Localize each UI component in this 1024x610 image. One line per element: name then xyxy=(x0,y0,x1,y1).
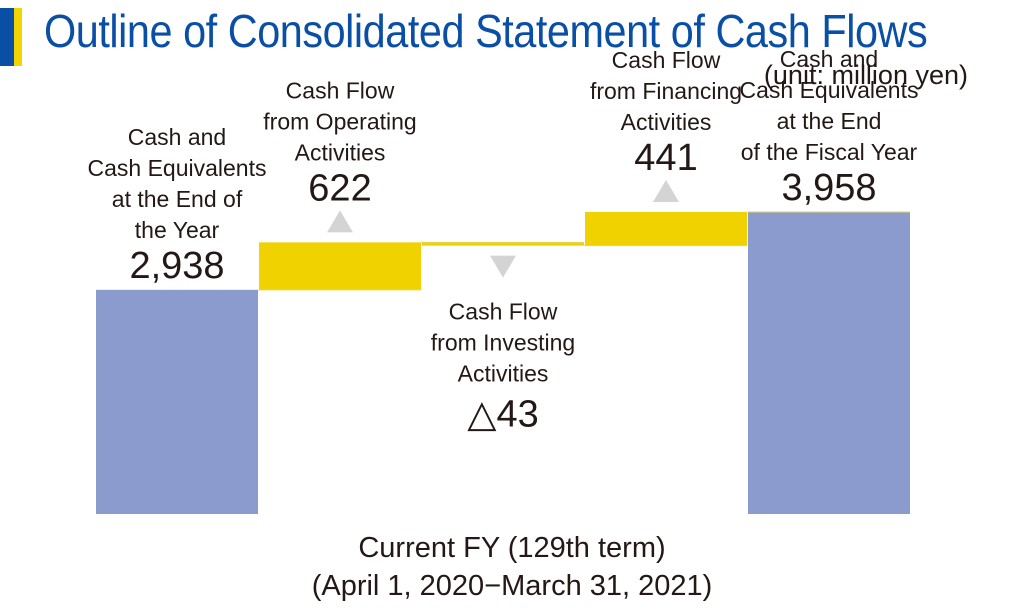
bar-label-line: from Investing xyxy=(431,330,575,356)
bar-label-line: Cash Flow xyxy=(286,77,395,103)
bar-label-line: Cash Equivalents xyxy=(740,77,919,103)
bar-label-line: Cash and xyxy=(780,46,878,72)
bar-label-line: of the Fiscal Year xyxy=(741,139,918,165)
bar-label-line: Cash and xyxy=(128,124,226,150)
bar-total-4 xyxy=(748,212,910,515)
page-title: Outline of Consolidated Statement of Cas… xyxy=(44,5,928,57)
bar-total-0 xyxy=(96,289,258,514)
unit-label: (unit: million yen) xyxy=(763,60,968,90)
bar-label-line: from Financing xyxy=(590,78,742,104)
period-dates: (April 1, 2020−March 31, 2021) xyxy=(311,570,713,602)
bar-label-line: Activities xyxy=(458,361,549,387)
bar-flow-1 xyxy=(259,242,421,290)
bar-label-line: Activities xyxy=(621,109,712,135)
title-accent-blue xyxy=(0,8,14,66)
arrow-down-icon xyxy=(490,255,516,278)
bar-label-line: the Year xyxy=(135,217,220,243)
bar-label-line: Cash Flow xyxy=(449,299,558,325)
bar-flow-2 xyxy=(422,242,584,246)
bar-label-line: Cash Equivalents xyxy=(88,155,267,181)
bar-value-label: 2,938 xyxy=(129,245,224,287)
bar-value-label: 441 xyxy=(634,137,697,179)
bar-value-label: 3,958 xyxy=(781,167,876,209)
bar-flow-3 xyxy=(585,212,747,246)
arrow-up-icon xyxy=(653,180,679,203)
title-accent-yellow xyxy=(14,8,22,66)
bar-value-label: 622 xyxy=(308,167,371,209)
bar-label-line: Activities xyxy=(295,139,386,165)
bar-label-line: at the End of xyxy=(112,186,243,212)
bar-label-line: Cash Flow xyxy=(612,47,721,73)
bar-label-line: from Operating xyxy=(263,108,416,134)
bar-label-line: at the End xyxy=(777,108,882,134)
period-label: Current FY (129th term) xyxy=(358,532,666,564)
arrow-up-icon xyxy=(327,210,353,233)
bar-value-label: △43 xyxy=(467,394,539,436)
